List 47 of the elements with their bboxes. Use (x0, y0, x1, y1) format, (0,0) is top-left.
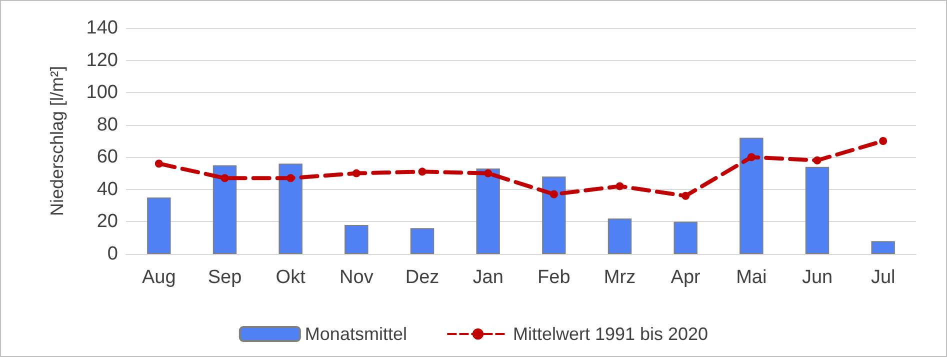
point (154, 160, 163, 168)
bar (212, 165, 237, 254)
x-tick-label: Aug (142, 267, 176, 288)
y-tick-label: 0 (107, 244, 118, 264)
y-tick-label: 40 (96, 178, 118, 200)
x-tick-label: Apr (670, 267, 702, 288)
point (616, 182, 624, 190)
bar (476, 168, 500, 254)
y-tick-label: 120 (86, 50, 118, 71)
y-tick-label: 20 (96, 211, 118, 232)
bar (278, 164, 302, 254)
legend-label: Mittelwert 1991 bis 2020 (512, 324, 708, 344)
x-tick-label: Sep (208, 267, 242, 288)
bar (608, 218, 632, 254)
point (352, 169, 360, 178)
bar (740, 138, 764, 254)
x-tick-label: Jun (802, 267, 833, 288)
point (550, 190, 558, 198)
bar (674, 222, 698, 254)
x-tick-label: Dez (405, 267, 440, 288)
point (879, 137, 888, 145)
point (813, 156, 822, 164)
x-tick-label: Mai (736, 267, 767, 288)
bar (147, 198, 171, 254)
point (747, 153, 756, 162)
x-tick-label: Mrz (604, 267, 636, 288)
point (484, 169, 492, 178)
bar (542, 176, 566, 254)
y-tick-label: 140 (86, 18, 118, 38)
bar (344, 224, 368, 254)
x-tick-label: Nov (340, 267, 374, 288)
point (286, 174, 295, 182)
point (418, 168, 426, 176)
y-axis-title: Niederschlag [l/m²] (47, 66, 67, 216)
bar (805, 166, 830, 254)
point (220, 174, 229, 182)
x-tick-label: Jul (870, 267, 896, 288)
legend-label: Monatsmittel (304, 324, 407, 344)
bar (871, 241, 895, 254)
y-tick-label: 100 (86, 82, 118, 104)
point (682, 192, 690, 200)
x-tick-label: Okt (276, 267, 306, 288)
y-tick-label: 80 (96, 114, 118, 136)
bar (410, 228, 434, 254)
y-tick-label: 60 (96, 146, 118, 168)
x-tick-label: Jan (472, 267, 504, 288)
x-tick-label: Feb (538, 267, 570, 288)
